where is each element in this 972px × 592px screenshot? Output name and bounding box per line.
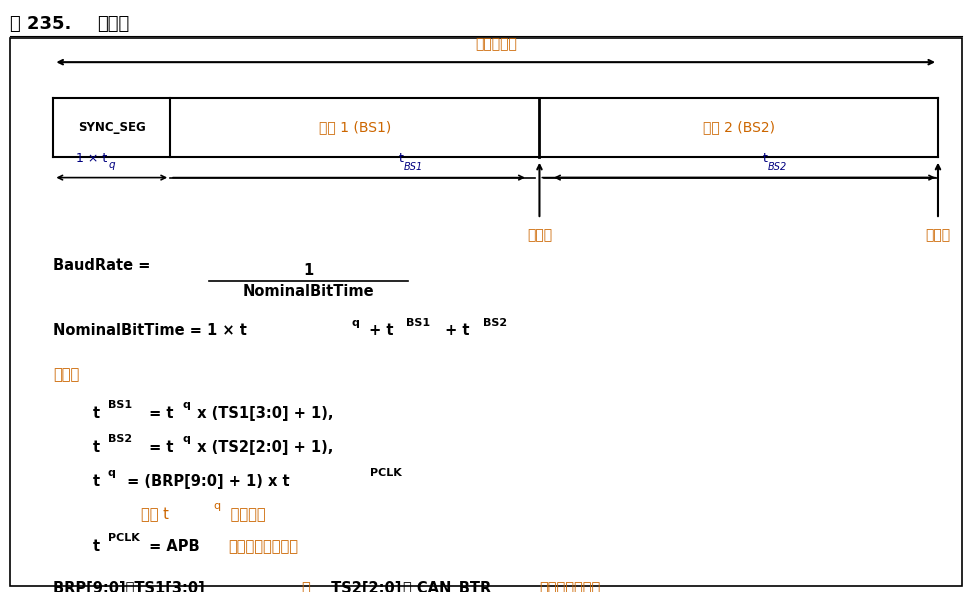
Text: = t: = t bbox=[144, 406, 173, 420]
Text: = (BRP[9:0] + 1) x t: = (BRP[9:0] + 1) x t bbox=[122, 474, 289, 489]
Text: BS1: BS1 bbox=[403, 162, 423, 172]
Text: 其中：: 其中： bbox=[53, 367, 80, 382]
Text: BS2: BS2 bbox=[768, 162, 787, 172]
Text: 位段 1 (BS1): 位段 1 (BS1) bbox=[319, 120, 391, 134]
Text: x (TS2[2:0] + 1),: x (TS2[2:0] + 1), bbox=[192, 440, 333, 455]
Text: t: t bbox=[92, 539, 99, 554]
Text: SYNC_SEG: SYNC_SEG bbox=[78, 121, 146, 134]
Text: + t: + t bbox=[364, 323, 393, 337]
Text: 时钟的时间周期，: 时钟的时间周期， bbox=[228, 539, 298, 554]
Text: 在 CAN_BTR: 在 CAN_BTR bbox=[403, 581, 497, 592]
Text: t: t bbox=[399, 152, 403, 165]
Text: 采样点: 采样点 bbox=[527, 228, 552, 242]
Text: 位时序: 位时序 bbox=[97, 15, 129, 33]
Text: BS2: BS2 bbox=[483, 318, 507, 328]
Text: t: t bbox=[763, 152, 768, 165]
Text: = APB: = APB bbox=[144, 539, 204, 554]
Text: 发送点: 发送点 bbox=[925, 228, 951, 242]
Text: 寄存器中定义。: 寄存器中定义。 bbox=[539, 581, 601, 592]
Text: t: t bbox=[92, 440, 99, 455]
Text: BS1: BS1 bbox=[406, 318, 431, 328]
Text: NominalBitTime: NominalBitTime bbox=[243, 284, 374, 299]
Text: PCLK: PCLK bbox=[370, 468, 402, 478]
Text: q: q bbox=[109, 160, 116, 170]
Text: 1 × t: 1 × t bbox=[76, 152, 107, 165]
Text: q: q bbox=[183, 434, 191, 444]
Text: t: t bbox=[92, 474, 99, 489]
Text: BS1: BS1 bbox=[108, 400, 132, 410]
Text: TS2[2:0]: TS2[2:0] bbox=[326, 581, 406, 592]
Text: 其中 t: 其中 t bbox=[141, 507, 169, 522]
Text: 位段 2 (BS2): 位段 2 (BS2) bbox=[703, 120, 775, 134]
Text: t: t bbox=[92, 406, 99, 420]
Text: NominalBitTime = 1 × t: NominalBitTime = 1 × t bbox=[53, 323, 247, 337]
Text: 1: 1 bbox=[303, 263, 314, 278]
Text: q: q bbox=[352, 318, 360, 328]
Text: 图 235.: 图 235. bbox=[10, 15, 71, 33]
Text: q: q bbox=[214, 501, 221, 511]
Text: BRP[9:0]、TS1[3:0]: BRP[9:0]、TS1[3:0] bbox=[53, 581, 210, 592]
Text: q: q bbox=[108, 468, 116, 478]
Text: + t: + t bbox=[440, 323, 469, 337]
Text: 标称位时间: 标称位时间 bbox=[474, 37, 517, 52]
Text: q: q bbox=[183, 400, 191, 410]
Text: BaudRate =: BaudRate = bbox=[53, 258, 156, 272]
Text: BS2: BS2 bbox=[108, 434, 132, 444]
Text: 和: 和 bbox=[301, 581, 310, 592]
Text: 为时间片: 为时间片 bbox=[226, 507, 265, 522]
Text: = t: = t bbox=[144, 440, 173, 455]
Text: PCLK: PCLK bbox=[108, 533, 140, 543]
Text: x (TS1[3:0] + 1),: x (TS1[3:0] + 1), bbox=[192, 406, 334, 420]
